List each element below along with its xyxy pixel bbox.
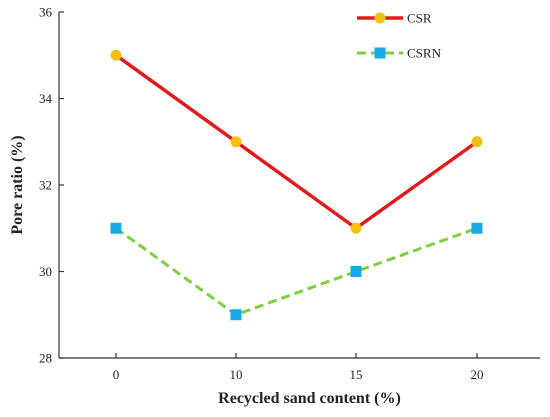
legend-marker-csr [374,12,386,24]
y-tick-label: 32 [39,178,52,193]
series-layer [110,49,483,321]
data-point-csrn [110,222,122,234]
x-tick-label: 15 [350,367,363,382]
axes [58,12,540,359]
series-csrn [110,222,483,321]
x-tick-label: 20 [471,367,484,382]
y-tick-label: 28 [39,351,52,366]
legend-label-csr: CSR [407,11,432,26]
legend-item-csrn: CSRN [357,46,442,61]
x-tick-label: 0 [113,367,120,382]
y-axis-title: Pore ratio (%) [9,135,26,234]
legend-item-csr: CSR [357,11,432,26]
x-ticks: 0 10 15 20 [113,353,484,382]
y-tick-label: 34 [39,91,53,106]
series-line-csrn [115,226,478,317]
data-point-csrn [471,222,483,234]
series-line-csr [114,53,479,230]
y-tick-label: 36 [39,5,53,20]
legend-marker-csrn [374,47,386,59]
x-axis-title: Recycled sand content (%) [218,390,401,407]
data-point-csr [471,136,483,148]
data-point-csr [350,222,362,234]
legend: CSR CSRN [357,11,442,61]
data-point-csr [230,136,242,148]
data-point-csrn [230,309,242,321]
data-point-csrn [350,266,362,277]
y-ticks: 28 30 32 34 36 [39,5,64,366]
y-tick-label: 30 [39,264,52,279]
series-csr [110,49,483,234]
data-point-csr [110,49,122,61]
legend-label-csrn: CSRN [407,46,442,61]
x-tick-label: 10 [230,367,243,382]
